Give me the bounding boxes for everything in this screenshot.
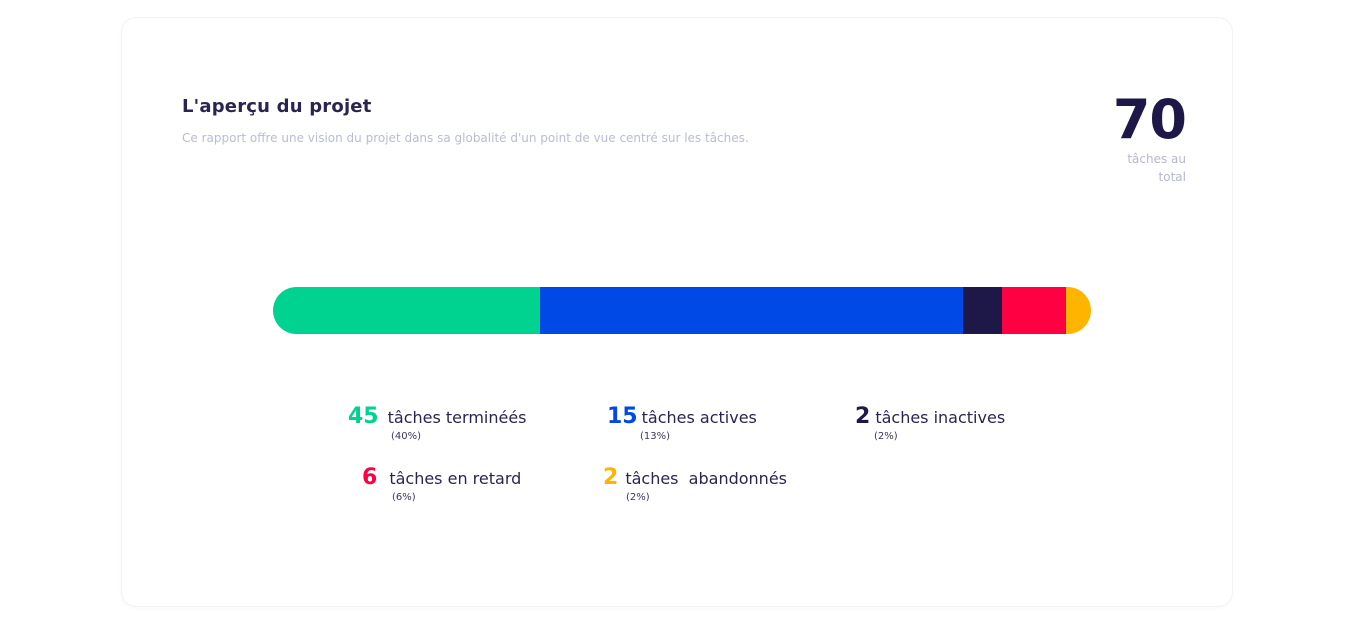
legend-percent: (2%) bbox=[874, 431, 898, 442]
legend-label: tâches inactives bbox=[875, 408, 1006, 427]
legend-label: tâches actives bbox=[641, 408, 757, 427]
legend-item-late: 6 tâches en retard (6%) bbox=[362, 465, 521, 503]
report-description: Ce rapport offre une vision du projet da… bbox=[182, 131, 749, 145]
legend-count: 15 bbox=[607, 404, 638, 429]
stacked-progress-bar bbox=[273, 287, 1091, 334]
legend-percent: (40%) bbox=[391, 431, 422, 442]
legend-label: tâches terminéés bbox=[387, 408, 527, 427]
bar-segment-inactive bbox=[963, 287, 1002, 334]
legend-count: 6 bbox=[362, 465, 378, 490]
legend-item-abandoned: 2 tâches abandonnés (2%) bbox=[603, 465, 787, 503]
bar-segment-active bbox=[539, 287, 964, 334]
total-tasks-value: 70 bbox=[1112, 88, 1187, 151]
legend-count: 45 bbox=[348, 404, 379, 429]
legend-percent: (6%) bbox=[392, 492, 416, 503]
bar-segment-abandoned bbox=[1065, 287, 1091, 334]
legend-label: tâches abandonnés bbox=[625, 469, 787, 488]
legend-count: 2 bbox=[603, 465, 619, 490]
bar-segment-completed bbox=[273, 287, 540, 334]
legend-percent: (2%) bbox=[626, 492, 650, 503]
legend-item-completed: 45 tâches terminéés (40%) bbox=[348, 404, 527, 442]
legend-item-active: 15 tâches actives (13%) bbox=[607, 404, 757, 442]
legend-item-inactive: 2 tâches inactives (2%) bbox=[855, 404, 1005, 442]
project-overview-card: L'aperçu du projet Ce rapport offre une … bbox=[122, 18, 1232, 606]
page-title: L'aperçu du projet bbox=[182, 96, 372, 117]
legend-percent: (13%) bbox=[640, 431, 671, 442]
bar-segment-late bbox=[1001, 287, 1066, 334]
total-tasks-label: tâches au total bbox=[1127, 152, 1186, 184]
total-tasks: 70 tâches au total bbox=[1112, 88, 1187, 186]
legend-count: 2 bbox=[855, 404, 871, 429]
legend-label: tâches en retard bbox=[389, 469, 522, 488]
